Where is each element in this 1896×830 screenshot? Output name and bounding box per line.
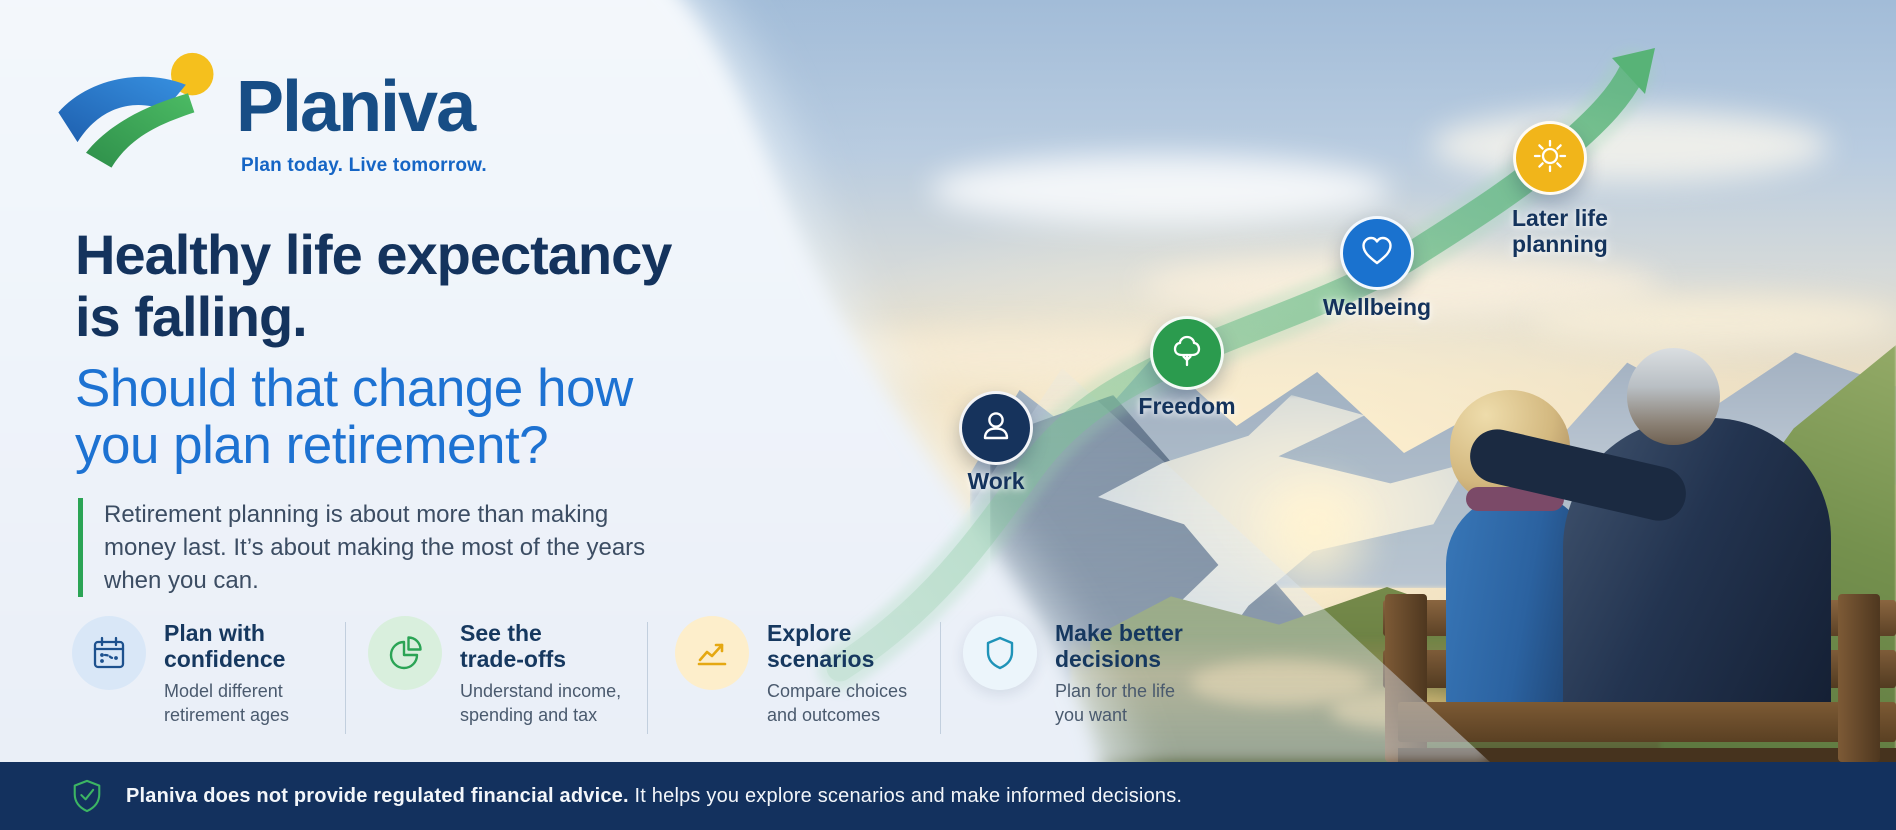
cloud — [1430, 110, 1830, 182]
feature-divider — [345, 622, 346, 734]
cloud — [1530, 295, 1896, 345]
feature-title: scenarios — [767, 646, 875, 672]
trend-up-icon — [675, 616, 749, 690]
subheadline-line: Should that change how — [75, 359, 633, 418]
headline-line: is falling. — [75, 285, 308, 348]
milestone-label: Wellbeing — [1322, 294, 1432, 320]
man-figure — [1627, 348, 1720, 445]
headline: Healthy life expectancy is falling. — [75, 223, 672, 348]
heart-icon — [1357, 231, 1397, 276]
milestone-freedom — [1150, 316, 1224, 390]
subheadline-line: you plan retirement? — [75, 416, 549, 475]
milestone-later-life — [1513, 121, 1587, 195]
feature-description: you want — [1055, 705, 1128, 725]
logo-blue-swoosh — [58, 76, 186, 143]
lede-paragraph: Retirement planning is about more than m… — [78, 498, 653, 597]
milestone-label: Freedom — [1138, 393, 1236, 419]
tree-icon — [1167, 331, 1207, 376]
feature-divider — [647, 622, 648, 734]
feature-make-better-decisions: Make better decisions Plan for the life … — [963, 616, 1183, 727]
logo-green-swoosh — [86, 93, 195, 168]
bench-post — [1838, 594, 1880, 762]
milestone-label: Later life — [1512, 205, 1608, 231]
shield-check-icon — [70, 778, 104, 814]
sun-icon — [1530, 136, 1570, 181]
feature-description: Model different — [164, 681, 283, 701]
feature-title: decisions — [1055, 646, 1162, 672]
brand-tagline: Plan today. Live tomorrow. — [241, 155, 487, 176]
cloud — [930, 155, 1390, 225]
feature-description: Compare choices — [767, 681, 908, 701]
feature-description: retirement ages — [164, 705, 290, 725]
disclaimer-text: Planiva does not provide regulated finan… — [126, 785, 1182, 808]
feature-explore-scenarios: Explore scenarios Compare choices and ou… — [675, 616, 907, 727]
feature-description: spending and tax — [460, 705, 598, 725]
feature-title: Plan with — [164, 620, 265, 646]
pie-chart-icon — [368, 616, 442, 690]
milestone-label: planning — [1512, 231, 1608, 257]
milestone-work — [959, 391, 1033, 465]
disclaimer-bold: Planiva does not provide regulated finan… — [126, 784, 629, 807]
feature-description: Plan for the life — [1055, 681, 1176, 701]
feature-title: See the — [460, 620, 542, 646]
disclaimer-bar: Planiva does not provide regulated finan… — [0, 762, 1896, 830]
brand-wordmark: Planiva — [236, 67, 476, 147]
feature-plan-with-confidence: Plan with confidence Model different ret… — [72, 616, 289, 727]
feature-see-the-trade-offs: See the trade-offs Understand income, sp… — [368, 616, 621, 727]
calendar-icon — [72, 616, 146, 690]
feature-title: Explore — [767, 620, 852, 646]
milestone-label: Work — [967, 468, 1025, 494]
person-icon — [976, 406, 1016, 451]
subheadline: Should that change how you plan retireme… — [75, 360, 633, 474]
headline-line: Healthy life expectancy — [75, 223, 672, 286]
shield-icon — [963, 616, 1037, 690]
disclaimer-regular: It helps you explore scenarios and make … — [634, 784, 1183, 807]
feature-description: and outcomes — [767, 705, 881, 725]
bench-seat — [1398, 702, 1896, 742]
feature-title: trade-offs — [460, 646, 567, 672]
bench-seat — [1398, 748, 1896, 762]
feature-divider — [940, 622, 941, 734]
feature-title: confidence — [164, 646, 286, 672]
milestone-wellbeing — [1340, 216, 1414, 290]
feature-title: Make better — [1055, 620, 1183, 646]
planiva-logo-mark — [58, 52, 214, 168]
feature-description: Understand income, — [460, 681, 622, 701]
